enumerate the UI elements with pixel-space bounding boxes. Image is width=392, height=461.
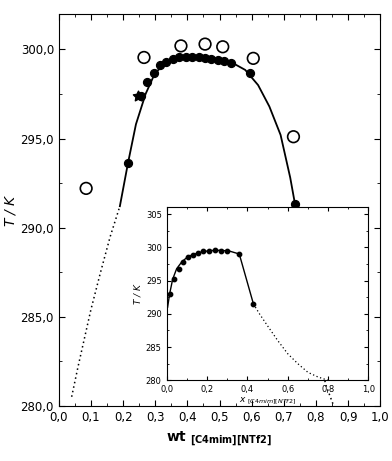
Point bbox=[224, 248, 230, 255]
Point bbox=[292, 201, 298, 208]
Point bbox=[170, 56, 176, 63]
Point bbox=[185, 254, 191, 261]
Point bbox=[180, 258, 186, 266]
Point bbox=[236, 250, 242, 258]
Point bbox=[206, 247, 212, 254]
Point bbox=[125, 160, 131, 167]
Point bbox=[250, 300, 256, 307]
Point bbox=[134, 92, 141, 100]
Point bbox=[176, 54, 182, 61]
Point bbox=[250, 55, 256, 62]
Point bbox=[190, 251, 196, 258]
Point bbox=[189, 53, 195, 60]
Point bbox=[196, 54, 202, 61]
Point bbox=[183, 53, 189, 60]
Point bbox=[208, 56, 214, 63]
Point bbox=[218, 247, 224, 254]
Point bbox=[220, 43, 226, 50]
Point bbox=[310, 252, 316, 260]
X-axis label: $\mathbf{wt}$ $_{\mathbf{[C4mim][NTf2]}}$: $\mathbf{wt}$ $_{\mathbf{[C4mim][NTf2]}}… bbox=[167, 429, 272, 449]
Y-axis label: $T$ / K: $T$ / K bbox=[132, 283, 143, 305]
Y-axis label: $T$ / K: $T$ / K bbox=[3, 193, 18, 227]
Point bbox=[195, 249, 201, 256]
Point bbox=[144, 78, 150, 85]
Point bbox=[157, 62, 163, 69]
Point bbox=[83, 185, 89, 192]
Point bbox=[221, 57, 227, 65]
Point bbox=[141, 54, 147, 61]
Point bbox=[171, 276, 178, 283]
Point bbox=[215, 56, 221, 64]
Point bbox=[247, 69, 253, 77]
Point bbox=[176, 265, 182, 272]
Point bbox=[290, 133, 297, 141]
Point bbox=[212, 247, 218, 254]
Point bbox=[163, 58, 170, 65]
Point bbox=[138, 92, 144, 100]
Point bbox=[167, 290, 173, 298]
Point bbox=[151, 69, 157, 77]
Point bbox=[202, 41, 208, 48]
Point bbox=[178, 42, 184, 50]
Point bbox=[200, 248, 207, 255]
Point bbox=[202, 55, 208, 62]
Point bbox=[314, 322, 321, 329]
X-axis label: $x$ $_{[C4mim][NTf2]}$: $x$ $_{[C4mim][NTf2]}$ bbox=[239, 396, 296, 407]
Point bbox=[228, 59, 234, 66]
